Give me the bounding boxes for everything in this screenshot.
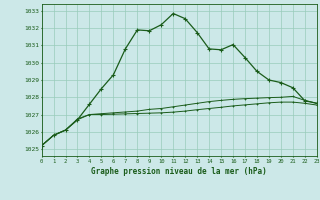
X-axis label: Graphe pression niveau de la mer (hPa): Graphe pression niveau de la mer (hPa) <box>91 167 267 176</box>
